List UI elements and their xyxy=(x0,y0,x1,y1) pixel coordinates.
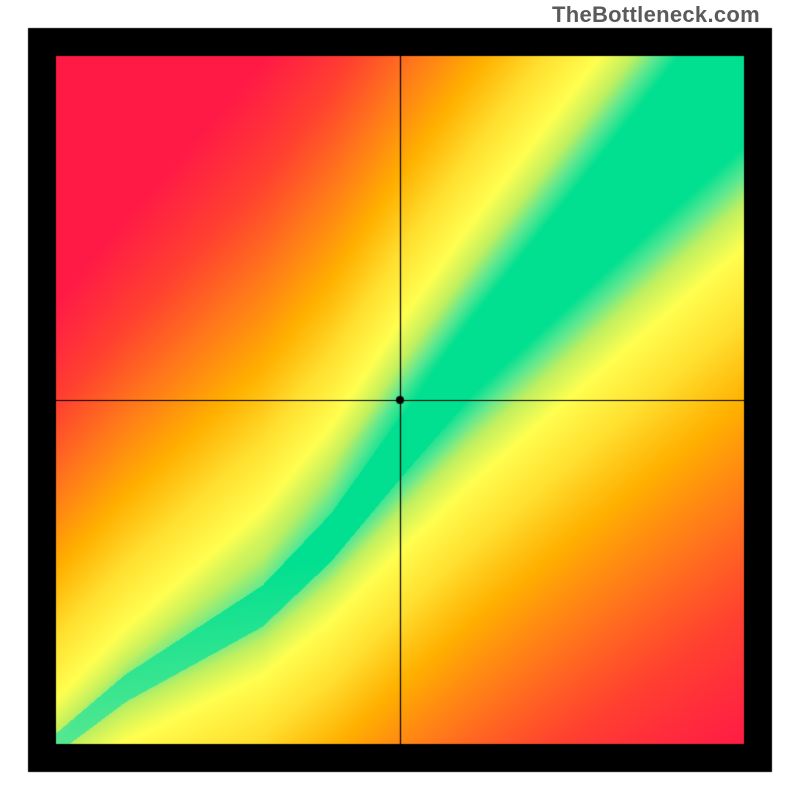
watermark-text: TheBottleneck.com xyxy=(552,2,760,28)
heatmap-canvas xyxy=(0,0,800,800)
chart-container: TheBottleneck.com xyxy=(0,0,800,800)
